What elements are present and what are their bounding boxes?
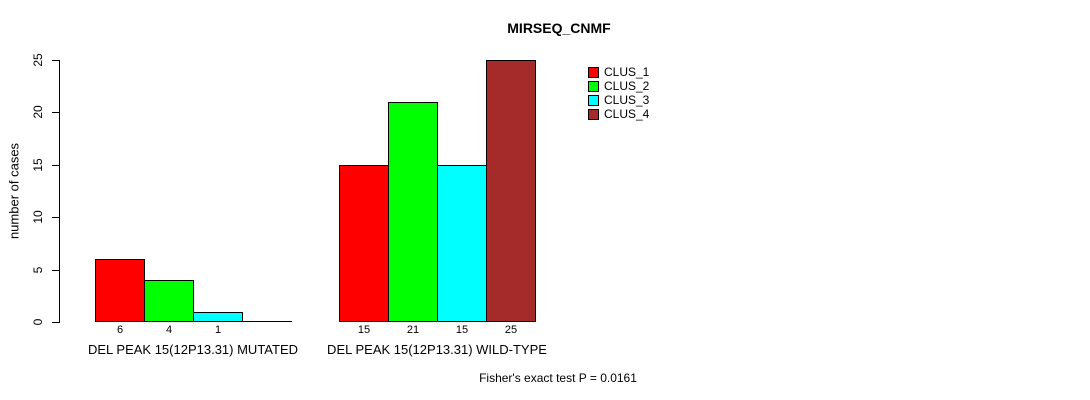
legend-label: CLUS_4 (604, 107, 650, 121)
legend-swatch (588, 66, 599, 78)
legend-row: CLUS_4 (588, 107, 649, 121)
bar (144, 280, 194, 322)
y-tick-mark (52, 165, 59, 166)
legend: CLUS_1 CLUS_2 CLUS_3 CLUS_4 (588, 65, 649, 121)
bar-value-label: 4 (165, 324, 173, 336)
bar (95, 259, 145, 322)
legend-label: CLUS_1 (604, 65, 650, 79)
chart-title: MIRSEQ_CNMF (507, 20, 611, 36)
bar-value-label: 21 (406, 324, 420, 336)
y-axis-line (59, 60, 60, 323)
y-tick-label: 0 (31, 318, 45, 326)
legend-swatch (588, 94, 599, 106)
legend-swatch (588, 108, 599, 120)
group-label: DEL PEAK 15(12P13.31) MUTATED (87, 342, 299, 357)
y-tick-mark (52, 270, 59, 271)
legend-row: CLUS_1 (588, 65, 649, 79)
bar-value-label: 25 (504, 324, 518, 336)
bar (388, 102, 438, 322)
bar (486, 60, 536, 322)
y-tick-mark (52, 112, 59, 113)
legend-row: CLUS_2 (588, 79, 649, 93)
y-axis-title: number of cases (6, 142, 22, 240)
y-tick-label: 15 (31, 158, 45, 172)
y-tick-label: 10 (31, 210, 45, 224)
y-tick-label: 20 (31, 105, 45, 119)
y-tick-label: 25 (31, 53, 45, 67)
fisher-test-annotation: Fisher's exact test P = 0.0161 (479, 371, 637, 385)
bar-value-label: 15 (455, 324, 469, 336)
y-tick-label: 5 (31, 266, 45, 274)
zero-height-bar (242, 321, 292, 322)
legend-swatch (588, 80, 599, 92)
bar (193, 312, 243, 322)
y-tick-mark (52, 60, 59, 61)
y-tick-mark (52, 322, 59, 323)
legend-row: CLUS_3 (588, 93, 649, 107)
bar-value-label: 1 (214, 324, 222, 336)
bar-value-label: 6 (116, 324, 124, 336)
bar-value-label: 15 (357, 324, 371, 336)
legend-label: CLUS_3 (604, 93, 650, 107)
group-label: DEL PEAK 15(12P13.31) WILD-TYPE (327, 342, 547, 357)
bar (437, 165, 487, 322)
bar (339, 165, 389, 322)
legend-label: CLUS_2 (604, 79, 650, 93)
y-tick-mark (52, 217, 59, 218)
